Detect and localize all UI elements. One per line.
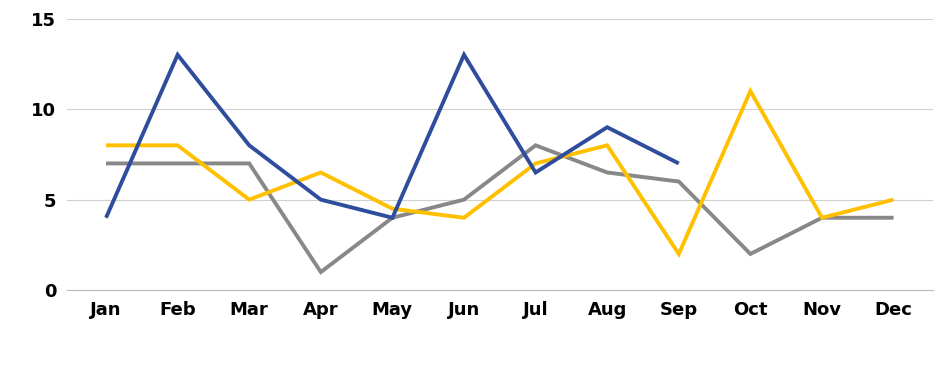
2023 (244, 143, 255, 148)
Line: 2023: 2023 (106, 55, 679, 218)
2021 (100, 161, 111, 166)
2021 (387, 215, 398, 220)
2022 (816, 215, 827, 220)
2022 (602, 143, 613, 148)
2021 (172, 161, 184, 166)
2021 (244, 161, 255, 166)
2023 (387, 215, 398, 220)
2023 (172, 52, 184, 57)
2023 (602, 125, 613, 129)
2021 (530, 143, 542, 148)
2022 (315, 170, 327, 175)
2023 (100, 215, 111, 220)
2021 (888, 215, 900, 220)
2022 (100, 143, 111, 148)
2022 (172, 143, 184, 148)
2021 (816, 215, 827, 220)
2023 (315, 198, 327, 202)
2022 (530, 161, 542, 166)
2021 (673, 179, 684, 184)
2022 (387, 206, 398, 211)
2021 (315, 270, 327, 274)
Line: 2022: 2022 (106, 91, 894, 254)
2022 (888, 198, 900, 202)
2021 (602, 170, 613, 175)
2023 (673, 161, 684, 166)
2021 (744, 252, 756, 256)
2022 (673, 252, 684, 256)
2023 (530, 170, 542, 175)
2022 (244, 198, 255, 202)
2023 (458, 52, 469, 57)
2022 (458, 215, 469, 220)
Line: 2021: 2021 (106, 145, 894, 272)
2021 (458, 198, 469, 202)
2022 (744, 89, 756, 93)
